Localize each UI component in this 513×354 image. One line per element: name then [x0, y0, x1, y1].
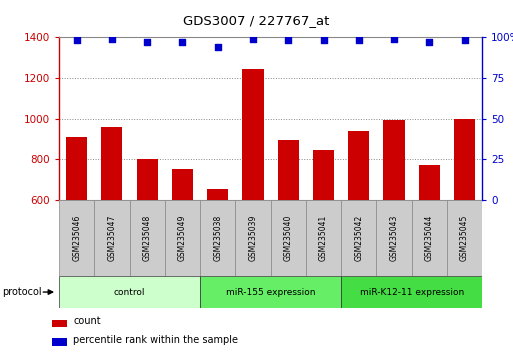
Text: GSM235042: GSM235042 [354, 215, 363, 261]
Text: control: control [114, 287, 145, 297]
Text: GSM235047: GSM235047 [107, 215, 116, 261]
Point [108, 36, 116, 42]
Point [179, 39, 187, 45]
Bar [207, 189, 228, 322]
Bar [242, 69, 264, 322]
Point [425, 39, 433, 45]
Bar [59, 276, 200, 308]
Bar [278, 140, 299, 322]
Bar [52, 338, 67, 346]
Text: GSM235041: GSM235041 [319, 215, 328, 261]
Point [213, 44, 222, 50]
Point [390, 36, 398, 42]
Text: miR-K12-11 expression: miR-K12-11 expression [360, 287, 464, 297]
Bar [348, 131, 369, 322]
Bar [235, 200, 271, 276]
Text: count: count [73, 316, 101, 326]
Text: protocol: protocol [3, 287, 42, 297]
Bar [341, 200, 377, 276]
Bar [411, 200, 447, 276]
Bar [200, 200, 235, 276]
Text: GSM235045: GSM235045 [460, 215, 469, 261]
Text: GSM235043: GSM235043 [389, 215, 399, 261]
Bar [94, 200, 130, 276]
Bar [419, 165, 440, 322]
Text: GSM235049: GSM235049 [178, 215, 187, 261]
Text: GSM235044: GSM235044 [425, 215, 434, 261]
Bar [165, 200, 200, 276]
Text: miR-155 expression: miR-155 expression [226, 287, 315, 297]
Bar [101, 127, 123, 322]
Text: GDS3007 / 227767_at: GDS3007 / 227767_at [183, 14, 330, 27]
Bar [341, 276, 482, 308]
Bar [383, 120, 405, 322]
Bar [306, 200, 341, 276]
Bar [447, 200, 482, 276]
Text: GSM235039: GSM235039 [248, 215, 258, 261]
Bar [52, 320, 67, 327]
Point [249, 36, 257, 42]
Point [320, 38, 328, 43]
Text: GSM235046: GSM235046 [72, 215, 81, 261]
Bar [454, 119, 475, 322]
Bar [66, 137, 87, 322]
Bar [59, 200, 94, 276]
Text: GSM235038: GSM235038 [213, 215, 222, 261]
Bar [172, 170, 193, 322]
Point [354, 38, 363, 43]
Point [284, 38, 292, 43]
Bar [377, 200, 411, 276]
Text: GSM235040: GSM235040 [284, 215, 293, 261]
Point [461, 38, 469, 43]
Point [143, 39, 151, 45]
Bar [313, 150, 334, 322]
Bar [129, 200, 165, 276]
Bar [136, 159, 157, 322]
Text: percentile rank within the sample: percentile rank within the sample [73, 335, 239, 345]
Bar [270, 200, 306, 276]
Point [72, 38, 81, 43]
Text: GSM235048: GSM235048 [143, 215, 152, 261]
Bar [200, 276, 341, 308]
